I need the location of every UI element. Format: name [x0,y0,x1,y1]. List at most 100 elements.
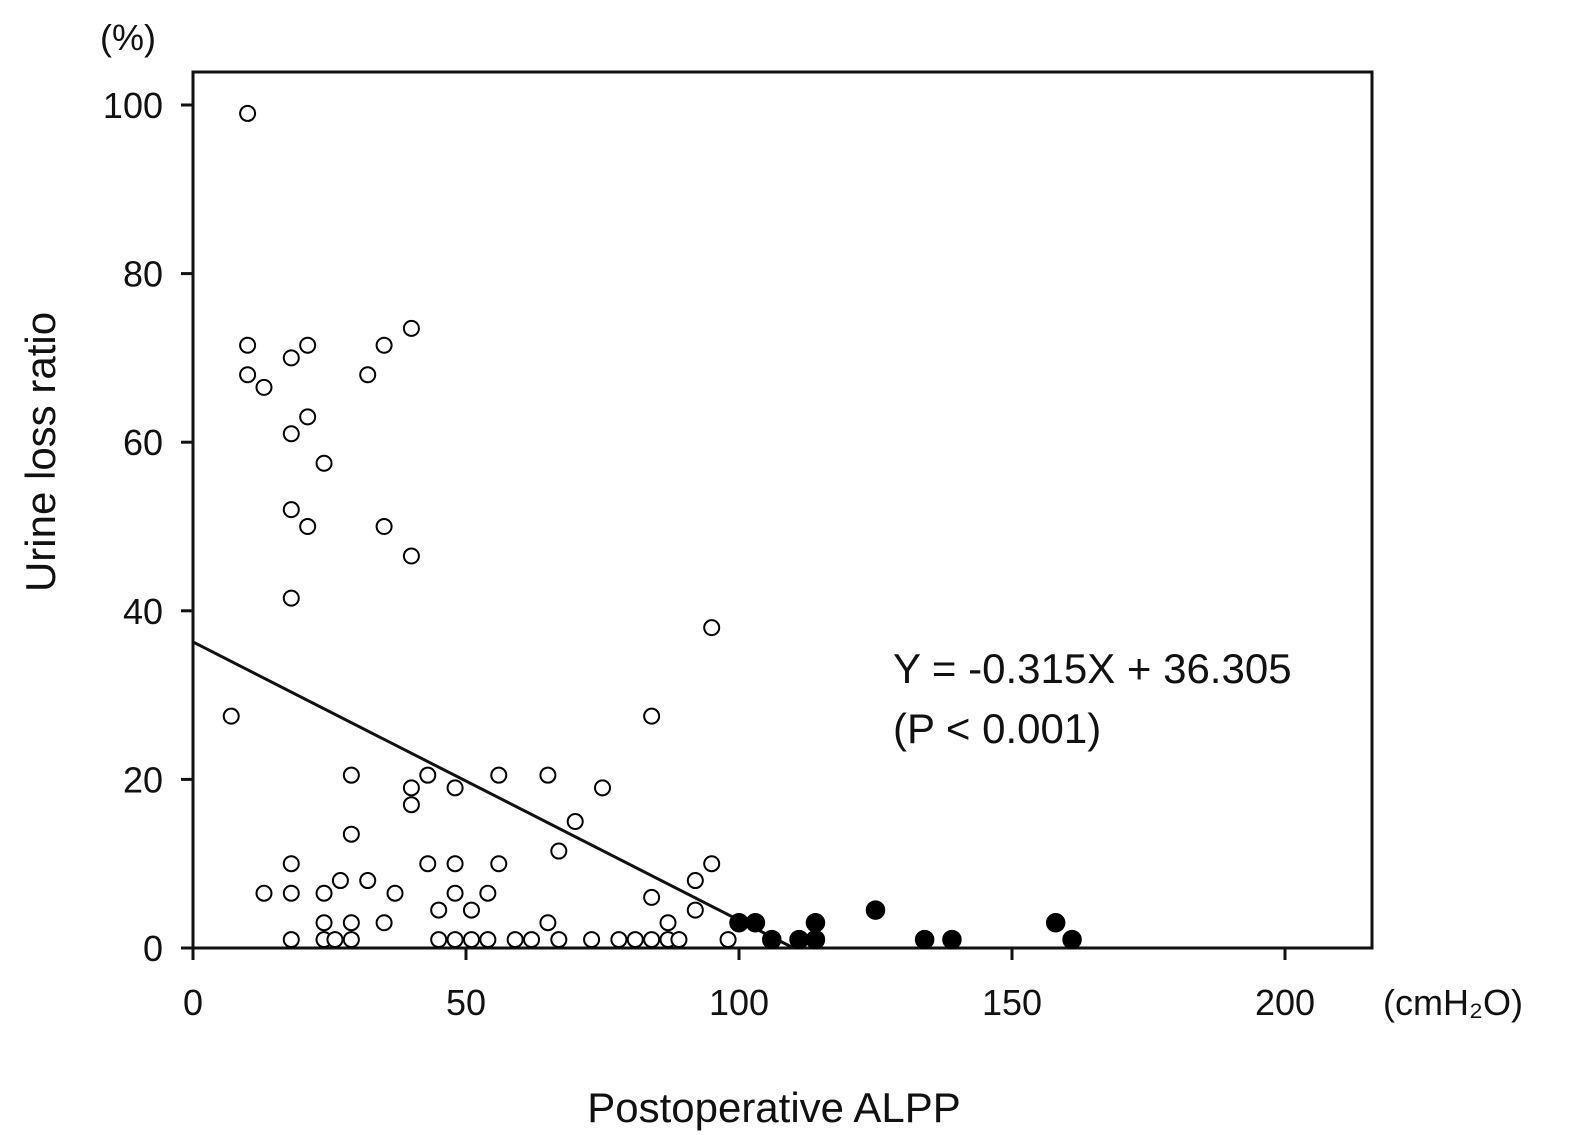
data-point-filled [805,929,826,950]
data-point-open [359,366,377,384]
data-point-open [550,842,568,860]
y-tick-label: 20 [123,759,163,800]
data-point-open [239,366,257,384]
data-point-open [282,501,300,519]
data-point-open [626,931,644,949]
data-point-open [239,104,257,122]
regression-equation: Y = -0.315X + 36.305 [893,645,1292,692]
data-point-open [342,914,360,932]
y-tick-label: 0 [143,928,163,969]
x-axis-title: Postoperative ALPP [587,1084,961,1131]
data-point-open [539,766,557,784]
y-unit-label: (%) [100,17,156,58]
data-point-filled [789,929,809,950]
x-tick-label: 50 [446,982,486,1023]
data-point-open [282,855,300,873]
data-point-open [342,825,360,843]
data-point-filled [942,929,962,950]
data-point-open [239,336,257,354]
data-point-open [686,872,704,890]
data-point-open [539,914,557,932]
data-point-open [446,779,464,797]
data-point-open [299,336,317,354]
data-point-open [282,349,300,367]
data-point-open [490,855,508,873]
data-point-open [282,425,300,443]
data-point-filled [745,912,766,933]
x-tick-label: 0 [183,982,203,1023]
data-point-open [719,931,737,949]
data-point-open [583,931,601,949]
data-point-open [479,884,497,902]
data-point-open [659,914,677,932]
data-point-open [315,884,333,902]
data-point-open [643,931,661,949]
data-point-open [402,319,420,337]
y-tick-label: 40 [123,591,163,632]
x-tick-label: 100 [709,982,769,1023]
data-point-open [375,518,393,535]
data-point-open [402,547,420,565]
plot-frame [191,70,1374,950]
p-value-label: (P < 0.001) [893,705,1101,752]
data-point-open [359,872,377,890]
data-point-filled [1062,929,1082,950]
data-point-open [446,884,464,902]
data-point-open [386,884,404,902]
x-tick-label: 200 [1255,982,1315,1023]
data-point-filled [805,912,826,933]
data-point-open [342,766,360,784]
regression-line [192,640,795,950]
data-point-open [446,855,464,873]
data-point-open [610,931,628,949]
data-point-open [402,779,420,797]
data-point-open [331,872,349,890]
data-point-filled [914,929,935,950]
data-point-open [430,931,448,949]
data-point-open [282,884,300,902]
data-point-open [255,884,273,902]
data-point-open [282,589,300,607]
data-point-open [686,901,704,919]
data-point-open [419,855,437,873]
data-point-open [375,914,393,932]
data-point-open [462,901,480,919]
data-point-open [326,931,344,949]
data-point-filled [762,929,782,950]
data-point-filled [865,900,886,920]
data-point-open [479,931,497,949]
data-point-open [703,619,721,637]
data-point-open [670,931,688,949]
data-point-open [282,931,300,949]
data-point-open [299,518,317,535]
y-tick-label: 80 [123,254,163,295]
y-tick-label: 60 [123,422,163,463]
data-point-open [430,901,448,919]
data-point-open [222,707,240,725]
data-point-filled [1045,912,1066,933]
data-point-open [566,813,584,831]
data-point-open [506,931,524,949]
data-point-open [315,914,333,932]
data-point-open [375,336,393,354]
data-point-open [315,454,333,472]
data-point-open [703,855,721,873]
data-point-open [402,796,420,814]
data-point-open [523,931,541,949]
data-point-open [643,888,661,906]
data-point-filled [729,912,749,933]
data-point-open [446,931,464,949]
data-point-open [419,766,437,784]
data-point-open [299,408,317,426]
data-point-open [550,931,568,949]
x-tick-label: 150 [982,982,1042,1023]
data-point-open [255,378,273,396]
data-point-open [462,931,480,949]
y-tick-label: 100 [103,85,163,126]
y-axis-title: Urine loss ratio [17,312,64,592]
data-point-open [490,766,508,784]
x-unit-label: (cmH₂O) [1383,982,1523,1023]
data-point-open [643,707,661,725]
data-point-open [594,779,611,797]
